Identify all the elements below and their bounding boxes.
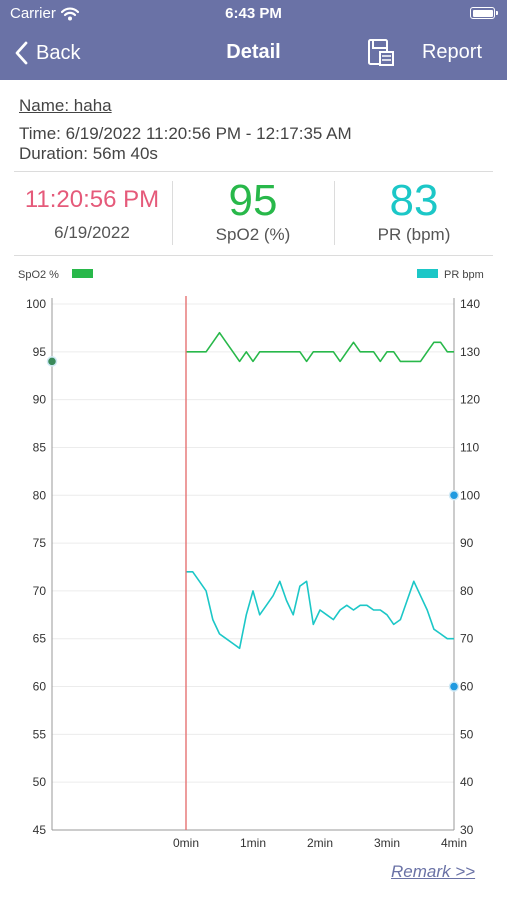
y-left-tick-label: 80	[33, 488, 47, 502]
y-right-tick-label: 80	[460, 584, 474, 598]
y-right-tick-label: 70	[460, 632, 474, 646]
report-button[interactable]: Report	[421, 41, 482, 63]
back-button[interactable]: Back	[14, 40, 80, 66]
legend-pr-swatch	[417, 269, 438, 278]
divider	[14, 255, 493, 256]
y-left-tick-label: 100	[26, 297, 46, 311]
y-right-tick-label: 90	[460, 536, 474, 550]
cursor-time: 11:20:56 PM	[24, 186, 160, 213]
y-right-tick-label: 140	[460, 297, 480, 311]
battery-icon	[470, 7, 498, 19]
pr-series-line	[186, 571, 454, 650]
y-left-tick-label: 95	[33, 345, 47, 359]
record-name[interactable]: Name: haha	[19, 96, 112, 115]
y-right-tick-label: 30	[460, 823, 474, 837]
y-left-tick-label: 45	[33, 823, 47, 837]
spo2-stat: 95 SpO2 (%)	[172, 175, 334, 253]
x-tick-label: 1min	[240, 836, 266, 850]
pr-stat: 83 PR (bpm)	[334, 175, 494, 253]
navigation-header: Carrier 6:43 PM Back Detail Report	[0, 0, 507, 80]
document-share-icon[interactable]	[366, 38, 396, 68]
back-label: Back	[36, 41, 81, 64]
y-left-tick-label: 65	[33, 632, 47, 646]
spo2-series-line	[186, 331, 454, 363]
spo2-label: SpO2 (%)	[215, 225, 291, 244]
spo2-value: 95	[228, 176, 278, 225]
y-right-tick-label: 130	[460, 345, 480, 359]
y-left-tick-label: 75	[33, 536, 47, 550]
y-left-tick-label: 70	[33, 584, 47, 598]
divider	[172, 181, 173, 245]
record-time: Time: 6/19/2022 11:20:56 PM - 12:17:35 A…	[19, 124, 352, 143]
pr-value: 83	[389, 176, 439, 225]
page-title: Detail	[226, 41, 281, 63]
y-left-tick-label: 90	[33, 393, 47, 407]
trend-chart[interactable]: SpO2 % PR bpm 100 95 90 85 80 75 70 65 60 55 50 45 140…	[0, 258, 507, 858]
cursor-time-stat: 11:20:56 PM 6/19/2022	[12, 175, 172, 253]
spo2-marker	[46, 356, 58, 367]
record-duration: Duration: 56m 40s	[19, 144, 158, 163]
y-left-tick-label: 50	[33, 775, 47, 789]
x-tick-label: 4min	[441, 836, 467, 850]
chevron-left-icon	[15, 41, 28, 65]
cursor-date: 6/19/2022	[54, 223, 130, 242]
status-time: 6:43 PM	[225, 5, 282, 22]
carrier-label: Carrier	[10, 5, 56, 22]
legend-pr-label: PR bpm	[444, 269, 484, 281]
y-right-tick-label: 50	[460, 727, 474, 741]
x-tick-label: 0min	[173, 836, 199, 850]
y-right-tick-label: 100	[460, 488, 480, 502]
y-right-tick-label: 120	[460, 393, 480, 407]
pr-label: PR (bpm)	[377, 225, 451, 244]
divider	[334, 181, 335, 245]
legend-spo2-label: SpO2 %	[18, 269, 59, 281]
divider	[14, 171, 493, 172]
wifi-icon	[60, 7, 79, 20]
summary-panel: 11:20:56 PM 6/19/2022 95 SpO2 (%) 83 PR …	[0, 175, 507, 253]
x-tick-label: 3min	[374, 836, 400, 850]
x-tick-label: 2min	[307, 836, 333, 850]
legend-spo2-swatch	[72, 269, 93, 278]
y-right-tick-label: 40	[460, 775, 474, 789]
y-left-tick-label: 60	[33, 680, 47, 694]
pr-marker	[448, 490, 460, 501]
y-left-tick-label: 55	[33, 727, 47, 741]
y-left-tick-label: 85	[33, 440, 47, 454]
y-right-tick-label: 60	[460, 680, 474, 694]
record-info: Name: haha Time: 6/19/2022 11:20:56 PM -…	[19, 96, 489, 164]
y-right-tick-label: 110	[460, 440, 479, 454]
status-carrier: Carrier	[10, 5, 79, 22]
remark-link[interactable]: Remark >>	[391, 862, 476, 881]
pr-marker	[448, 681, 460, 692]
